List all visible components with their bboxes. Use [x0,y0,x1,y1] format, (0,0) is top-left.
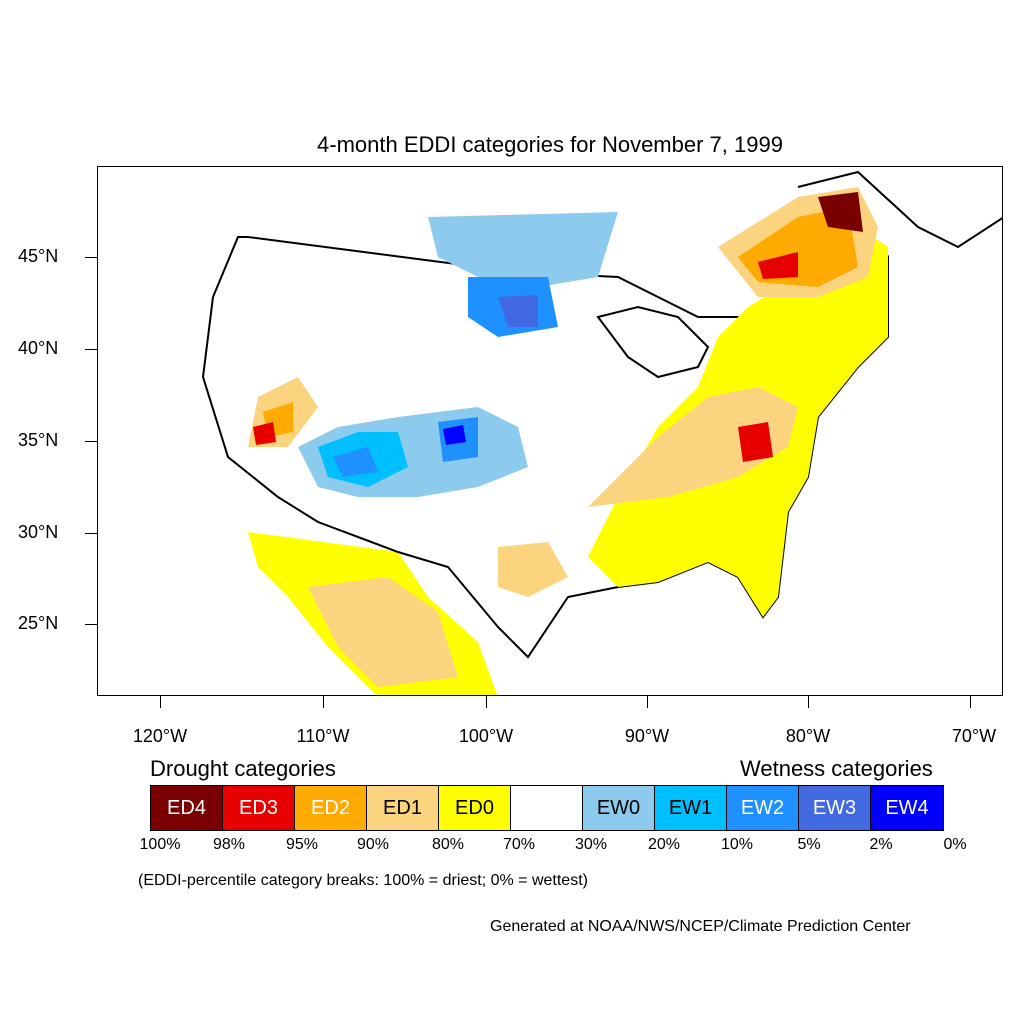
legend-ed4: ED4 [151,786,223,830]
lat-tick [85,533,97,534]
lon-label-80: 80°W [785,726,831,746]
map-title: 4-month EDDI categories for November 7, … [317,132,783,157]
lon-tick [647,696,648,708]
lon-label-110: 110°W [296,726,350,746]
break-label: 10% [720,836,754,853]
break-label: 30% [574,836,608,853]
appalachian-ed3-region [738,422,773,462]
map-panel [97,166,1003,696]
legend-ed3: ED3 [223,786,295,830]
northern-plains-ew0-region [428,212,618,287]
wetness-heading: Wetness categories [740,756,933,781]
northeast-ed4-region [818,192,863,232]
break-label: 2% [869,836,893,853]
lat-tick [85,257,97,258]
legend-ed0: ED0 [439,786,511,830]
legend-ew2: EW2 [727,786,799,830]
legend-ed2: ED2 [295,786,367,830]
lon-tick [323,696,324,708]
lon-label-90: 90°W [624,726,670,746]
texas-ed1-region [498,542,568,597]
colorado-ew4-region [443,425,466,445]
east-ed1-region [588,387,798,507]
legend-ew0: EW0 [583,786,655,830]
lon-tick [486,696,487,708]
southwest-ew2-region [333,447,378,477]
coastline-northeast [797,170,1002,249]
nevada-ed3-region [253,422,276,445]
lon-tick [808,696,809,708]
mexico-ed1-region [308,577,458,687]
break-label: 5% [797,836,821,853]
break-label: 95% [285,836,319,853]
lat-tick [85,441,97,442]
break-label: 90% [356,836,390,853]
break-label: 98% [212,836,246,853]
lon-label-120: 120°W [132,726,188,746]
great-lakes-outline [596,305,710,379]
legend-ed1: ED1 [367,786,439,830]
break-label: 20% [647,836,681,853]
legend-bar: ED4 ED3 ED2 ED1 ED0 EW0 EW1 EW2 EW3 EW4 [150,785,944,831]
lat-label-30: 30°N [18,522,59,542]
legend-ew4: EW4 [871,786,943,830]
lat-label-25: 25°N [18,613,59,633]
lon-tick [970,696,971,708]
lon-label-100: 100°W [458,726,514,746]
eddi-map [201,170,1002,695]
northeast-ed3-region [758,252,798,279]
break-label: 80% [431,836,465,853]
lat-label-40: 40°N [18,338,59,358]
lat-label-45: 45°N [18,246,59,266]
lat-tick [85,349,97,350]
legend-ew1: EW1 [655,786,727,830]
lon-tick [160,696,161,708]
break-label: 0% [943,836,967,853]
lon-label-70: 70°W [951,726,997,746]
lat-tick [85,624,97,625]
lat-label-35: 35°N [18,430,59,450]
drought-heading: Drought categories [150,756,336,781]
north-dakota-ew3-region [498,295,538,327]
break-label: 70% [502,836,536,853]
legend-ew3: EW3 [799,786,871,830]
category-note: (EDDI-percentile category breaks: 100% =… [138,872,588,889]
legend-neutral [511,786,583,830]
credit-line: Generated at NOAA/NWS/NCEP/Climate Predi… [490,918,911,935]
break-label: 100% [139,836,181,853]
